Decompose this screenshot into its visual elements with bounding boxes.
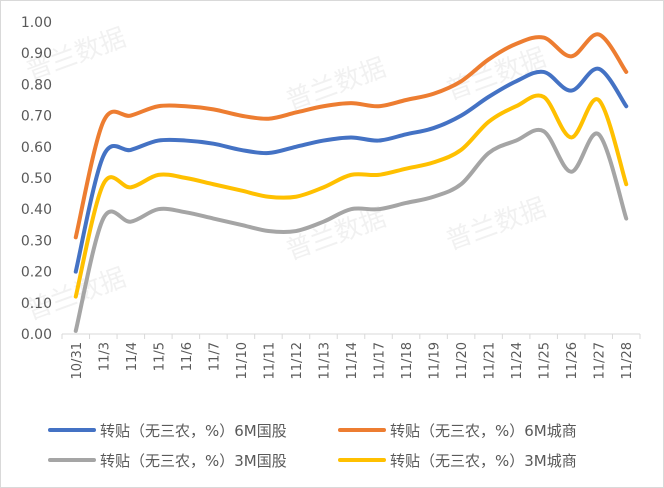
- y-tick-label: 0.20: [21, 265, 52, 281]
- y-tick-label: 0.10: [21, 296, 52, 312]
- x-tick-label: 11/12: [290, 342, 305, 379]
- legend-label-3: 转贴（无三农，%）3M城商: [390, 452, 577, 470]
- y-tick-label: 0.00: [21, 327, 52, 343]
- x-tick-label: 11/10: [235, 342, 250, 379]
- x-tick-label: 11/24: [510, 342, 525, 379]
- legend-label-1: 转贴（无三农，%）6M城商: [390, 422, 577, 440]
- y-axis: 0.00 0.10 0.20 0.30 0.40 0.50 0.60 0.70 0.80 0.90…: [21, 15, 52, 343]
- x-tick-label: 11/26: [565, 342, 580, 379]
- x-tick-label: 11/5: [152, 342, 167, 371]
- y-tick-label: 0.30: [21, 233, 52, 249]
- x-tick-label: 11/4: [125, 342, 140, 371]
- y-tick-label: 0.70: [21, 109, 52, 125]
- x-tick-label: 11/20: [455, 342, 470, 379]
- watermark-logo: 普兰数据: [442, 193, 550, 257]
- x-tick-label: 10/31: [70, 342, 85, 379]
- watermark-logo: 普兰数据: [282, 203, 390, 267]
- legend-label-2: 转贴（无三农，%）3M国股: [100, 452, 287, 470]
- x-tick-label: 11/27: [593, 342, 608, 379]
- y-tick-label: 0.60: [21, 140, 52, 156]
- x-tick-label: 11/11: [262, 342, 277, 379]
- x-tick-label: 11/3: [97, 342, 112, 371]
- y-tick-label: 0.50: [21, 171, 52, 187]
- y-tick-label: 0.40: [21, 202, 52, 218]
- series-line-2: [73, 127, 629, 333]
- series-line-3: [73, 93, 629, 299]
- x-tick-label: 11/13: [317, 342, 332, 379]
- x-tick-label: 11/6: [180, 342, 195, 371]
- x-tick-label: 11/19: [428, 342, 443, 379]
- series-line-0: [73, 66, 629, 274]
- y-tick-label: 0.90: [21, 46, 52, 62]
- x-tick-label: 11/25: [538, 342, 553, 379]
- series-line-1: [73, 32, 629, 240]
- x-tick-label: 11/7: [207, 342, 222, 371]
- series-lines: [73, 32, 629, 333]
- legend-label-0: 转贴（无三农，%）6M国股: [100, 422, 287, 440]
- x-tick-label: 11/21: [483, 342, 498, 379]
- x-axis: 10/31 11/3 11/4 11/5 11/6 11/7 11/10 11/11 11/12…: [61, 333, 641, 379]
- x-tick-label: 11/14: [345, 342, 360, 379]
- x-tick-label: 11/18: [400, 342, 415, 379]
- x-tick-label: 11/28: [620, 342, 635, 379]
- x-tick-label: 11/17: [373, 342, 388, 379]
- y-tick-label: 1.00: [21, 15, 52, 31]
- y-tick-label: 0.80: [21, 77, 52, 93]
